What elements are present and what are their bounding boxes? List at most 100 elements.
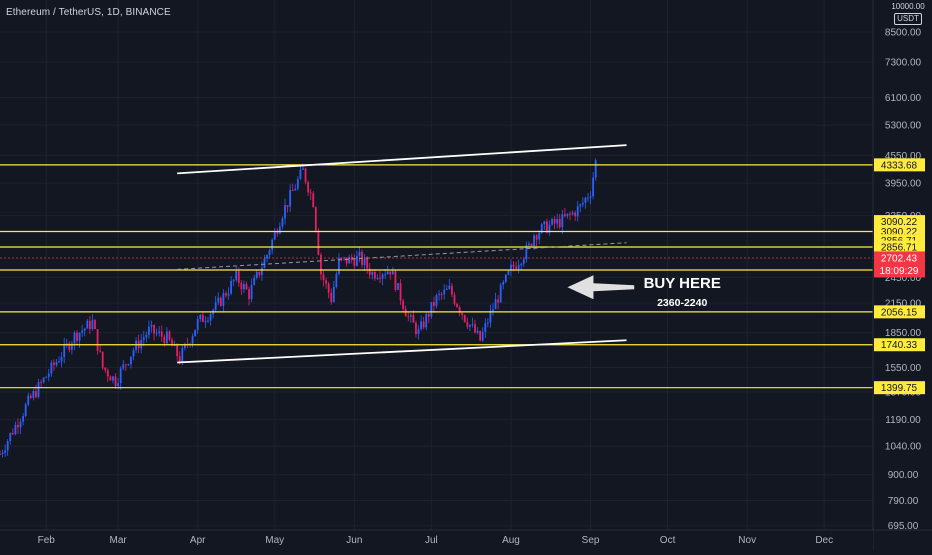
candle-body: [11, 432, 14, 435]
candle-body: [540, 224, 543, 233]
candle: [335, 271, 338, 289]
candle: [368, 263, 371, 279]
price-tick-label: 1040.00: [885, 442, 922, 453]
candle-body: [127, 364, 130, 366]
time-axis: Feb Mar Apr May Jun Jul Aug Sep Oct Nov Dec: [0, 529, 932, 550]
candle-body: [574, 212, 577, 217]
candle-body: [579, 204, 582, 207]
candle-body: [535, 235, 538, 240]
candle-body: [124, 364, 127, 366]
candle-body: [194, 329, 197, 337]
candle-body: [132, 350, 135, 357]
candle: [19, 418, 22, 435]
candle: [276, 228, 279, 237]
candle-body: [440, 293, 443, 295]
candle: [145, 331, 148, 343]
candle: [201, 312, 204, 323]
candle-body: [148, 326, 150, 335]
candle: [517, 259, 520, 274]
candle-body: [17, 424, 19, 428]
candle: [453, 292, 456, 306]
candle: [373, 269, 376, 282]
candle-body: [45, 376, 48, 378]
candle-body: [78, 332, 81, 341]
candle: [445, 284, 448, 291]
candle-body: [263, 258, 266, 268]
candle: [325, 277, 327, 289]
candle: [284, 198, 286, 225]
candle-body: [9, 432, 12, 442]
candle-body: [130, 356, 132, 365]
candle-body: [366, 258, 369, 269]
candle-body: [304, 168, 307, 183]
candle-body: [114, 376, 117, 387]
candle-body: [225, 293, 227, 296]
candle-body: [492, 309, 494, 311]
time-tick-label: Jul: [425, 535, 438, 546]
candle: [294, 184, 297, 191]
candle: [65, 339, 68, 348]
candle: [402, 298, 405, 313]
candle: [96, 328, 99, 355]
candle: [581, 197, 584, 208]
candle-body: [546, 221, 548, 233]
candle: [263, 254, 266, 269]
candle-body: [122, 364, 125, 369]
candle: [27, 392, 30, 407]
trend-channel: [0, 144, 873, 364]
candle: [415, 320, 417, 338]
candle: [47, 369, 50, 382]
candle: [322, 270, 325, 287]
candle-body: [1, 452, 4, 455]
price-tick-label: 7300.00: [885, 58, 922, 69]
candle: [11, 428, 14, 436]
candle-body: [183, 343, 186, 349]
candle-body: [258, 271, 261, 276]
candle: [22, 413, 25, 426]
candle-body: [50, 362, 53, 374]
candle-body: [320, 254, 322, 275]
candle-body: [530, 243, 533, 247]
candle-body: [561, 214, 564, 228]
candle-body: [117, 383, 120, 387]
candle: [486, 318, 489, 328]
candle-body: [196, 318, 199, 330]
candle-body: [53, 362, 55, 366]
candle: [304, 167, 307, 185]
candle-body: [291, 189, 294, 191]
candle: [130, 356, 132, 369]
candle: [417, 325, 420, 340]
candle: [443, 284, 446, 300]
candle-body: [461, 312, 464, 315]
currency-label[interactable]: USDT: [894, 13, 922, 25]
time-tick-label: Feb: [38, 535, 56, 546]
candle: [404, 305, 407, 317]
candle: [420, 315, 422, 331]
candle: [499, 282, 502, 303]
candle: [53, 359, 55, 371]
candle-body: [332, 286, 335, 302]
candle-body: [91, 320, 94, 330]
price-tick-label: 1850.00: [885, 328, 922, 339]
candle: [32, 388, 35, 401]
price-scale-unit[interactable]: 10000.00 USDT: [888, 2, 928, 25]
time-tick-label: Jun: [346, 535, 362, 546]
candle-body: [153, 324, 155, 334]
candle: [296, 176, 299, 191]
candle-body: [106, 370, 109, 377]
candle-body: [438, 293, 440, 295]
candle: [427, 311, 430, 324]
countdown-label: 18:09:29: [880, 266, 919, 277]
candle-body: [556, 219, 559, 224]
price-tick-label: 1550.00: [885, 363, 922, 374]
candle-body: [433, 302, 435, 306]
candle-body: [96, 329, 99, 351]
candle: [312, 190, 315, 208]
candle: [81, 324, 84, 337]
candle: [528, 241, 530, 248]
candle: [232, 279, 235, 286]
candle: [579, 203, 582, 213]
